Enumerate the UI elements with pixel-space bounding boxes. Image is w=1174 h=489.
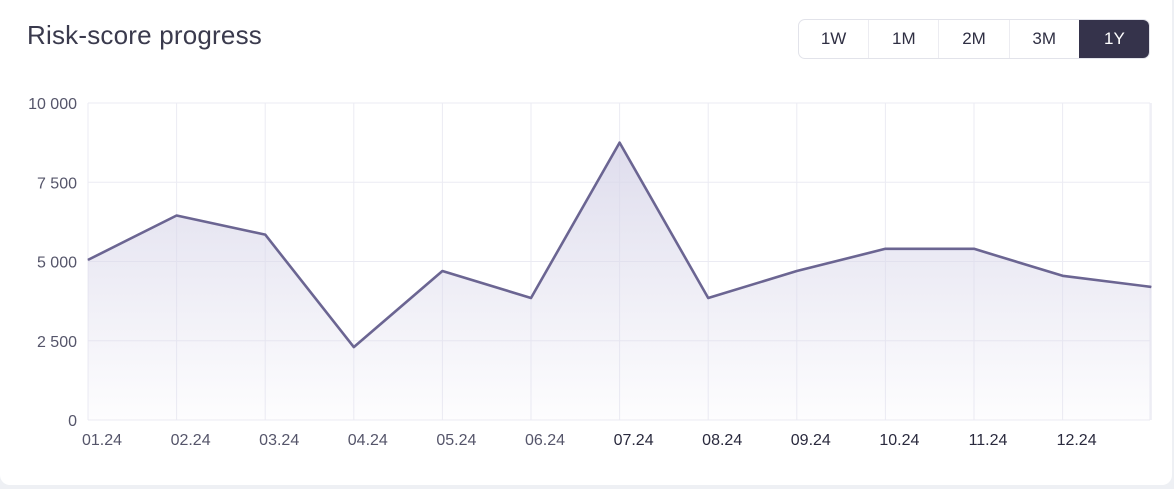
chart-area-layer: [87, 141, 1152, 420]
x-tick-label: 10.24: [879, 432, 919, 449]
data-point: [1062, 275, 1064, 277]
data-point: [707, 297, 709, 299]
x-tick-label: 07.24: [614, 432, 654, 449]
x-tick-label: 06.24: [525, 432, 565, 449]
x-tick-label: 09.24: [791, 432, 831, 449]
data-point: [1150, 286, 1152, 288]
x-tick-label: 02.24: [171, 432, 211, 449]
range-2m-button[interactable]: 2M: [938, 20, 1008, 58]
card-title: Risk-score progress: [27, 20, 262, 50]
data-point: [441, 270, 443, 272]
x-tick-label: 08.24: [702, 432, 742, 449]
data-point: [530, 297, 532, 299]
y-tick-label: 10 000: [28, 96, 77, 113]
x-axis: 01.24 02.24 03.24 04.24 05.24 06.24 07.24 08.24…: [82, 432, 1097, 449]
y-tick-label: 7 500: [37, 175, 77, 192]
range-1w-button[interactable]: 1W: [820, 29, 847, 48]
data-point: [973, 248, 975, 250]
y-tick-label: 0: [68, 413, 77, 430]
range-1m-button[interactable]: 1M: [868, 20, 938, 58]
data-point: [87, 259, 89, 261]
data-point: [884, 248, 886, 250]
range-1y-button[interactable]: 1Y: [1078, 20, 1149, 58]
time-range-selector: 1W 1M 2M 3M 1Y: [798, 19, 1150, 59]
y-axis: 0 2 500 5 000 7 500 10 000: [28, 96, 77, 430]
series-area-fill: [88, 142, 1152, 420]
y-tick-label: 5 000: [37, 255, 77, 272]
range-3m-button[interactable]: 3M: [1008, 20, 1079, 58]
x-tick-label: 04.24: [348, 432, 388, 449]
x-tick-label: 11.24: [969, 432, 1008, 449]
x-tick-label: 03.24: [259, 432, 299, 449]
data-point: [796, 270, 798, 272]
x-tick-label: 05.24: [436, 432, 476, 449]
x-tick-label: 12.24: [1057, 432, 1097, 449]
y-tick-label: 2 500: [37, 334, 77, 351]
data-point: [619, 142, 621, 144]
data-point: [264, 234, 266, 236]
x-tick-label: 01.24: [82, 432, 122, 449]
data-point: [176, 215, 178, 216]
data-point: [353, 346, 355, 348]
